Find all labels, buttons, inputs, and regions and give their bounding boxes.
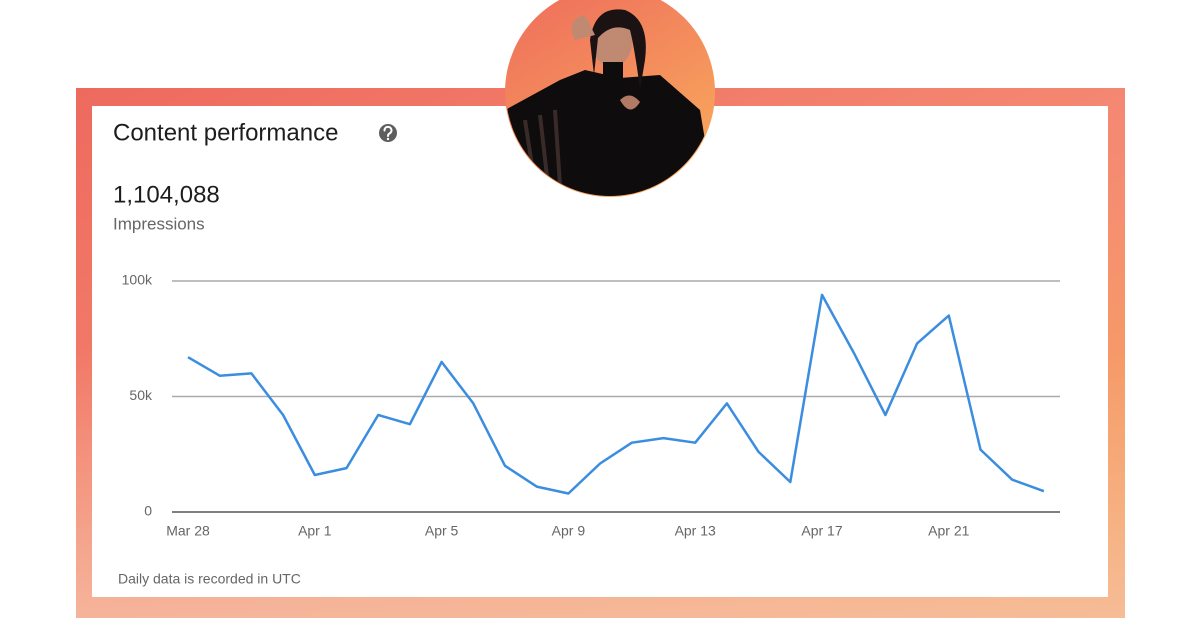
plot: 0 50k 100k Mar 28 Apr 1 Apr 5 Apr 9 Apr 13 Apr 1…	[122, 272, 1060, 539]
x-tick-label: Mar 28	[166, 523, 210, 539]
total-value: 1,104,088	[113, 181, 220, 208]
x-tick-label: Apr 1	[298, 523, 332, 539]
y-tick-label: 100k	[122, 272, 153, 288]
y-tick-label: 0	[144, 503, 152, 519]
avatar	[505, 0, 715, 197]
x-tick-label: Apr 21	[928, 523, 969, 539]
x-tick-label: Apr 17	[801, 523, 842, 539]
x-tick-label: Apr 9	[552, 523, 586, 539]
line-series	[187, 293, 1045, 495]
footer-note: Daily data is recorded in UTC	[118, 571, 301, 587]
help-icon[interactable]	[379, 124, 397, 142]
y-tick-label: 50k	[129, 387, 153, 403]
card-title: Content performance	[113, 119, 338, 146]
x-tick-label: Apr 5	[425, 523, 459, 539]
metric-label: Impressions	[113, 214, 205, 233]
x-tick-label: Apr 13	[675, 523, 716, 539]
